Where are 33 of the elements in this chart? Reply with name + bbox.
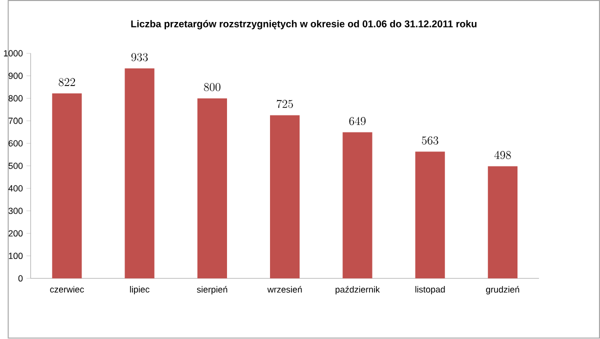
data-label: 725 <box>276 100 293 108</box>
y-tick-label: 700 <box>8 118 23 124</box>
bar <box>342 132 372 279</box>
y-tick-label: 300 <box>8 208 23 214</box>
y-tick-label: 100 <box>8 252 23 260</box>
y-tick-label: 200 <box>8 230 23 237</box>
data-label: 933 <box>131 53 148 62</box>
bar <box>124 68 154 279</box>
y-tick-label: 400 <box>8 185 23 192</box>
data-label: 563 <box>422 136 438 145</box>
x-tick-label: wrzesień <box>267 286 302 293</box>
y-tick-label: 500 <box>8 162 23 170</box>
bar <box>488 166 518 279</box>
y-tick-label: 800 <box>8 95 23 102</box>
y-tick-label: 0 <box>18 275 23 282</box>
x-tick-label: grudzień <box>486 286 520 295</box>
x-tick-label: sierpień <box>196 286 228 295</box>
data-label: 822 <box>58 78 76 86</box>
data-label: 498 <box>494 151 511 160</box>
bar <box>197 98 228 279</box>
bar <box>415 152 445 279</box>
chart-title: Liczba przetargów rozstrzygniętych w okresie od 01.06 do 31.12.2011 roku <box>131 20 476 30</box>
x-tick-label: listopad <box>415 286 445 294</box>
y-tick-label: 1000 <box>4 50 23 57</box>
x-tick-label: lipiec <box>130 286 150 294</box>
y-tick-label: 900 <box>8 72 23 80</box>
y-tick-label: 600 <box>8 140 23 147</box>
data-label: 800 <box>204 83 220 92</box>
x-tick-label: październik <box>336 286 380 295</box>
bar <box>270 115 300 279</box>
bar <box>52 94 82 279</box>
x-tick-label: czerwiec <box>50 286 84 293</box>
data-label: 649 <box>349 117 366 126</box>
